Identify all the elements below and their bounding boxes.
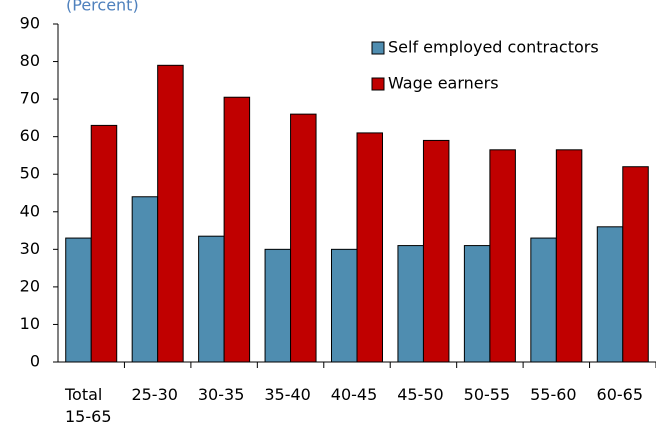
- y-tick-label: 20: [20, 276, 40, 295]
- y-tick-label: 60: [20, 126, 40, 145]
- bar: [290, 113, 317, 363]
- y-tick-label: 40: [20, 201, 40, 220]
- x-tick-label: 35-40: [264, 385, 311, 404]
- x-tick-label: 50-55: [463, 385, 511, 404]
- bar: [331, 248, 358, 363]
- legend-swatch: [371, 41, 385, 55]
- bar: [622, 166, 649, 363]
- bar: [530, 237, 557, 363]
- bar: [223, 96, 251, 363]
- bar: [356, 132, 383, 363]
- x-tick-label: 55-60: [530, 385, 577, 404]
- y-tick-label: 80: [20, 51, 40, 70]
- x-tick-label: Total 15-65: [65, 385, 112, 426]
- y-tick-label: 30: [20, 239, 40, 258]
- legend-swatch: [371, 77, 385, 91]
- x-tick-label: 25-30: [131, 385, 178, 404]
- bar: [489, 149, 516, 363]
- y-tick-label: 90: [20, 14, 40, 33]
- y-tick-label: 10: [20, 314, 40, 333]
- bar: [264, 248, 292, 363]
- x-tick-label: 45-50: [397, 385, 444, 404]
- legend-label: Self employed contractors: [388, 38, 599, 57]
- bar: [65, 237, 92, 363]
- x-tick-label: 30-35: [197, 385, 245, 404]
- x-tick-label: 40-45: [330, 385, 378, 404]
- y-tick-label: 70: [20, 89, 40, 108]
- bar: [90, 124, 118, 363]
- x-tick-label: 60-65: [596, 385, 644, 404]
- bar: [131, 196, 159, 363]
- bar: [157, 64, 184, 363]
- legend-label: Wage earners: [388, 74, 499, 93]
- y-tick-label: 0: [30, 352, 40, 371]
- bar: [555, 149, 583, 363]
- y-tick-label: 50: [20, 164, 40, 183]
- bar: [422, 139, 450, 363]
- bar: [397, 245, 424, 363]
- bar: [198, 235, 225, 363]
- subtitle: (Percent): [66, 0, 139, 15]
- bar: [463, 245, 491, 363]
- bar: [596, 226, 624, 363]
